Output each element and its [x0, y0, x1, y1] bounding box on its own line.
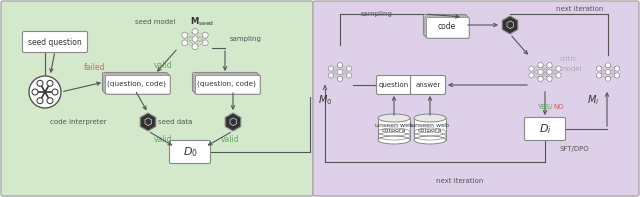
- Polygon shape: [140, 113, 156, 131]
- Text: answer: answer: [415, 82, 440, 88]
- FancyBboxPatch shape: [376, 75, 412, 95]
- Text: ⬡: ⬡: [506, 20, 515, 30]
- Circle shape: [538, 63, 543, 68]
- Text: NO: NO: [553, 104, 564, 110]
- Circle shape: [556, 66, 561, 71]
- Text: $D_0$: $D_0$: [182, 145, 198, 159]
- Circle shape: [605, 76, 611, 81]
- Circle shape: [556, 73, 561, 78]
- Circle shape: [596, 73, 602, 78]
- Ellipse shape: [378, 136, 410, 144]
- Text: next iteration: next iteration: [556, 6, 604, 12]
- FancyBboxPatch shape: [426, 17, 469, 38]
- Circle shape: [182, 32, 188, 38]
- Text: valid: valid: [154, 60, 172, 70]
- FancyBboxPatch shape: [170, 140, 211, 164]
- Circle shape: [346, 66, 351, 71]
- Circle shape: [596, 66, 602, 71]
- Text: code interpreter: code interpreter: [51, 119, 107, 125]
- Circle shape: [47, 80, 53, 86]
- FancyBboxPatch shape: [378, 118, 410, 140]
- FancyBboxPatch shape: [106, 75, 170, 94]
- Circle shape: [614, 73, 620, 78]
- Ellipse shape: [378, 114, 410, 122]
- Circle shape: [47, 98, 53, 104]
- FancyBboxPatch shape: [193, 72, 257, 91]
- Text: failed: failed: [84, 62, 106, 72]
- Circle shape: [346, 73, 351, 78]
- Circle shape: [192, 44, 198, 50]
- Circle shape: [192, 36, 198, 42]
- Circle shape: [192, 28, 198, 34]
- Text: valid: valid: [221, 136, 239, 145]
- Ellipse shape: [414, 114, 446, 122]
- FancyBboxPatch shape: [102, 72, 168, 91]
- Circle shape: [529, 73, 534, 78]
- Circle shape: [29, 76, 61, 108]
- Circle shape: [547, 63, 552, 68]
- Text: sampling: sampling: [230, 36, 262, 42]
- Circle shape: [182, 40, 188, 46]
- Text: $M_0$: $M_0$: [318, 93, 332, 107]
- Circle shape: [202, 40, 208, 46]
- Text: next iteration: next iteration: [436, 178, 484, 184]
- FancyBboxPatch shape: [424, 15, 467, 35]
- Circle shape: [605, 69, 611, 75]
- Text: valid: valid: [154, 136, 172, 145]
- Circle shape: [614, 66, 620, 71]
- Text: sampling: sampling: [361, 11, 393, 17]
- Text: $D_i$: $D_i$: [539, 122, 551, 136]
- FancyBboxPatch shape: [194, 74, 259, 93]
- Text: ⬡: ⬡: [144, 117, 152, 127]
- Circle shape: [538, 76, 543, 81]
- Circle shape: [202, 32, 208, 38]
- Text: seed model: seed model: [136, 19, 178, 25]
- Polygon shape: [225, 113, 241, 131]
- Text: SFT/DPO: SFT/DPO: [560, 146, 589, 152]
- Text: question: question: [379, 82, 409, 88]
- Text: $M_i$: $M_i$: [587, 93, 599, 107]
- FancyBboxPatch shape: [410, 75, 445, 95]
- Circle shape: [538, 69, 543, 75]
- Circle shape: [337, 63, 342, 68]
- FancyBboxPatch shape: [1, 1, 313, 196]
- Text: unseen web
corpora: unseen web corpora: [411, 123, 449, 133]
- FancyBboxPatch shape: [195, 75, 260, 94]
- Text: unseen web
corpora: unseen web corpora: [375, 123, 413, 133]
- Text: (question, code): (question, code): [197, 80, 256, 87]
- FancyBboxPatch shape: [22, 32, 88, 52]
- Circle shape: [37, 98, 43, 104]
- FancyBboxPatch shape: [414, 118, 446, 140]
- Circle shape: [547, 76, 552, 81]
- Circle shape: [337, 76, 342, 81]
- Text: seed data: seed data: [158, 119, 192, 125]
- Circle shape: [328, 66, 333, 71]
- Circle shape: [529, 66, 534, 71]
- Text: critic: critic: [560, 56, 577, 62]
- Text: YES/: YES/: [538, 104, 553, 110]
- Circle shape: [37, 80, 43, 86]
- Circle shape: [337, 69, 342, 75]
- Circle shape: [547, 69, 552, 75]
- Text: ⬡: ⬡: [228, 117, 237, 127]
- Ellipse shape: [414, 136, 446, 144]
- Text: model: model: [560, 66, 582, 72]
- Circle shape: [52, 89, 58, 95]
- Circle shape: [32, 89, 38, 95]
- Text: seed question: seed question: [28, 37, 82, 46]
- FancyBboxPatch shape: [104, 74, 169, 93]
- Polygon shape: [502, 16, 518, 34]
- FancyBboxPatch shape: [525, 117, 566, 140]
- FancyBboxPatch shape: [425, 16, 468, 37]
- Circle shape: [605, 63, 611, 68]
- Circle shape: [328, 73, 333, 78]
- Text: code: code: [437, 22, 456, 31]
- FancyBboxPatch shape: [313, 1, 639, 196]
- Text: $\mathbf{M}_\mathrm{seed}$: $\mathbf{M}_\mathrm{seed}$: [190, 16, 214, 28]
- Text: (question, code): (question, code): [107, 80, 166, 87]
